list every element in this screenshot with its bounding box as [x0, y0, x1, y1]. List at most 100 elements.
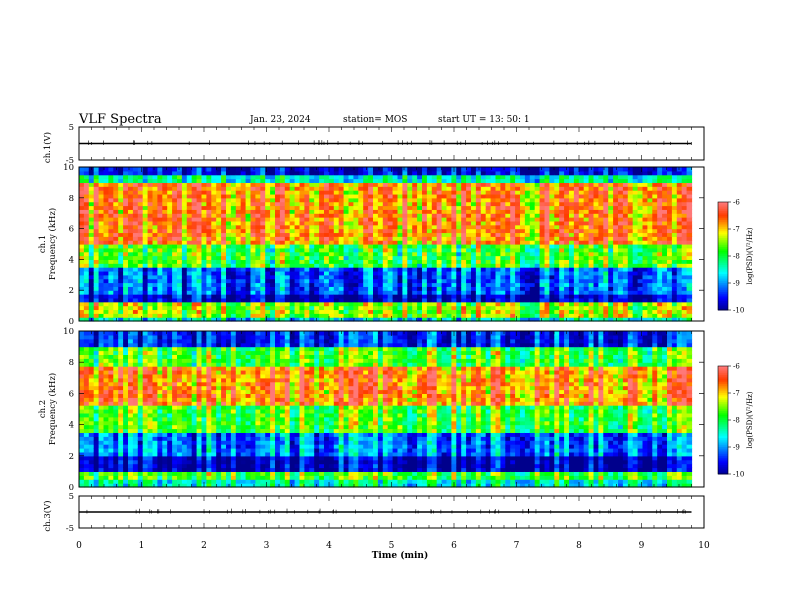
spectrogram-cell — [279, 259, 286, 264]
spectrogram-cell — [559, 220, 565, 226]
spectrogram-cell — [647, 232, 653, 237]
spectrogram-cell — [338, 197, 345, 203]
spectrogram-cell — [657, 167, 663, 172]
spectrogram-cell — [667, 247, 673, 253]
spectrogram-cell — [191, 197, 198, 203]
spectrogram-cell — [167, 317, 173, 322]
spectrogram-cell — [382, 224, 389, 230]
spectrogram-cell — [422, 178, 428, 183]
spectrogram-cell — [397, 220, 403, 226]
spectrogram-cell — [275, 255, 281, 260]
spectrogram-cell — [284, 270, 291, 276]
spectrogram-cell — [177, 301, 183, 307]
spectrogram-cell — [196, 255, 203, 260]
spectrogram-cell — [583, 259, 590, 264]
spectrogram-cell — [573, 286, 580, 291]
spectrogram-cell — [652, 247, 658, 253]
spectrogram-cell — [88, 201, 95, 207]
spectrogram-cell — [637, 205, 644, 210]
spectrogram-cell — [573, 282, 580, 287]
spectrogram-cell — [348, 286, 354, 291]
spectrogram-cell — [446, 178, 452, 183]
spectrogram-cell — [157, 170, 163, 176]
spectrogram-cell — [137, 232, 144, 237]
spectrogram-cell — [186, 228, 193, 234]
spectrogram-cell — [358, 193, 364, 199]
spectrogram-cell — [211, 270, 217, 276]
spectrogram-cell — [564, 286, 570, 291]
spectrogram-cell — [436, 224, 443, 230]
spectrogram-cell — [216, 197, 222, 203]
spectrogram-cell — [255, 286, 261, 291]
spectrogram-cell — [461, 232, 467, 237]
spectrogram-cell — [132, 305, 139, 311]
spectrogram-cell — [196, 294, 203, 299]
spectrogram-cell — [226, 270, 232, 276]
spectrogram-cell — [83, 217, 90, 222]
spectrogram-cell — [191, 220, 198, 226]
spectrogram-cell — [289, 236, 296, 241]
spectrogram-cell — [397, 209, 403, 214]
spectrogram-cell — [373, 213, 379, 218]
spectrogram-cell — [324, 263, 330, 268]
spectrogram-cell — [520, 259, 526, 264]
spectrogram-cell — [137, 209, 144, 214]
spectrogram-cell — [103, 167, 109, 172]
spectrogram-cell — [137, 197, 144, 203]
spectrogram-cell — [123, 267, 129, 272]
spectrogram-cell — [319, 313, 325, 318]
spectrogram-cell — [446, 205, 452, 210]
spectrogram-cell — [549, 190, 555, 195]
spectrogram-cell — [221, 317, 227, 322]
spectrogram-cell — [578, 244, 585, 249]
spectrogram-cell — [593, 217, 599, 222]
spectrogram-cell — [436, 193, 443, 199]
spectrogram-cell — [358, 236, 364, 241]
spectrogram-cell — [451, 267, 457, 272]
spectrogram-cell — [529, 236, 536, 241]
spectrogram-cell — [569, 282, 575, 287]
spectrogram-cell — [343, 301, 350, 307]
spectrogram-cell — [657, 217, 663, 222]
spectrogram-cell — [608, 286, 614, 291]
spectrogram-cell — [275, 263, 281, 268]
spectrogram-cell — [196, 220, 203, 226]
spectrogram-cell — [152, 193, 158, 199]
spectrogram-cell — [588, 182, 595, 187]
spectrogram-cell — [373, 286, 379, 291]
spectrogram-cell — [510, 282, 516, 287]
spectrogram-cell — [368, 290, 374, 295]
spectrogram-cell — [137, 247, 144, 253]
spectrogram-cell — [662, 193, 668, 199]
spectrogram-cell — [142, 197, 149, 203]
spectrogram-cell — [353, 278, 359, 284]
spectrogram-cell — [98, 286, 105, 291]
spectrogram-cell — [559, 174, 565, 180]
spectrogram-cell — [529, 197, 536, 203]
spectrogram-cell — [578, 286, 585, 291]
spectrogram-cell — [103, 232, 109, 237]
spectrogram-cell — [456, 255, 462, 260]
spectrogram-cell — [657, 274, 663, 280]
spectrogram-cell — [466, 247, 472, 253]
spectrogram-cell — [539, 217, 546, 222]
spectrogram-cell — [353, 294, 359, 299]
spectrogram-cell — [554, 197, 560, 203]
spectrogram-cell — [284, 224, 291, 230]
spectrogram-cell — [368, 240, 374, 245]
spectrogram-cell — [358, 209, 364, 214]
spectrogram-cell — [564, 213, 570, 218]
spectrogram-cell — [608, 313, 614, 318]
spectrogram-cell — [113, 217, 119, 222]
spectrogram-cell — [524, 313, 531, 318]
spectrogram-cell — [240, 290, 247, 295]
spectrogram-cell — [142, 220, 149, 226]
spectrogram-cell — [294, 309, 301, 314]
spectrogram-cell — [284, 305, 291, 311]
spectrogram-cell — [98, 301, 105, 307]
spectrogram-cell — [544, 278, 550, 284]
spectrogram-cell — [181, 263, 188, 268]
spectrogram-cell — [324, 278, 330, 284]
spectrogram-cell — [216, 236, 222, 241]
spectrogram-cell — [309, 178, 315, 183]
